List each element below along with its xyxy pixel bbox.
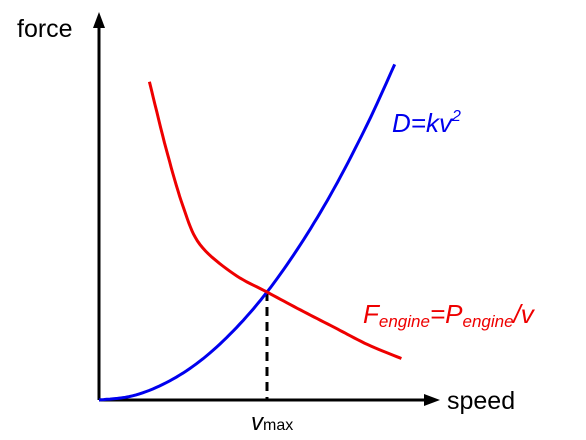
axes bbox=[93, 12, 440, 406]
engine-label-psub: engine bbox=[462, 312, 513, 331]
drag-label-exponent: 2 bbox=[451, 108, 461, 125]
drag-curve-label: D=kv2 bbox=[392, 108, 461, 138]
vmax-tick-label: vmax bbox=[251, 409, 293, 436]
engine-force-curve bbox=[147, 81, 402, 360]
engine-label-fsub: engine bbox=[379, 312, 430, 331]
y-axis-arrowhead bbox=[93, 12, 105, 28]
y-axis-label: force bbox=[17, 15, 73, 43]
drag-label-main: D=kv bbox=[392, 108, 454, 138]
drag-curve bbox=[98, 63, 397, 402]
vmax-tick-main: v bbox=[251, 409, 265, 436]
x-axis-label: speed bbox=[447, 387, 515, 415]
engine-label-eq: =P bbox=[430, 299, 463, 329]
vmax-tick-sub: max bbox=[263, 417, 293, 434]
x-axis-arrowhead bbox=[424, 394, 440, 406]
engine-curve-label: Fengine=Pengine/v bbox=[363, 299, 536, 331]
engine-label-tail: /v bbox=[512, 299, 536, 329]
engine-label-f: F bbox=[363, 299, 381, 329]
